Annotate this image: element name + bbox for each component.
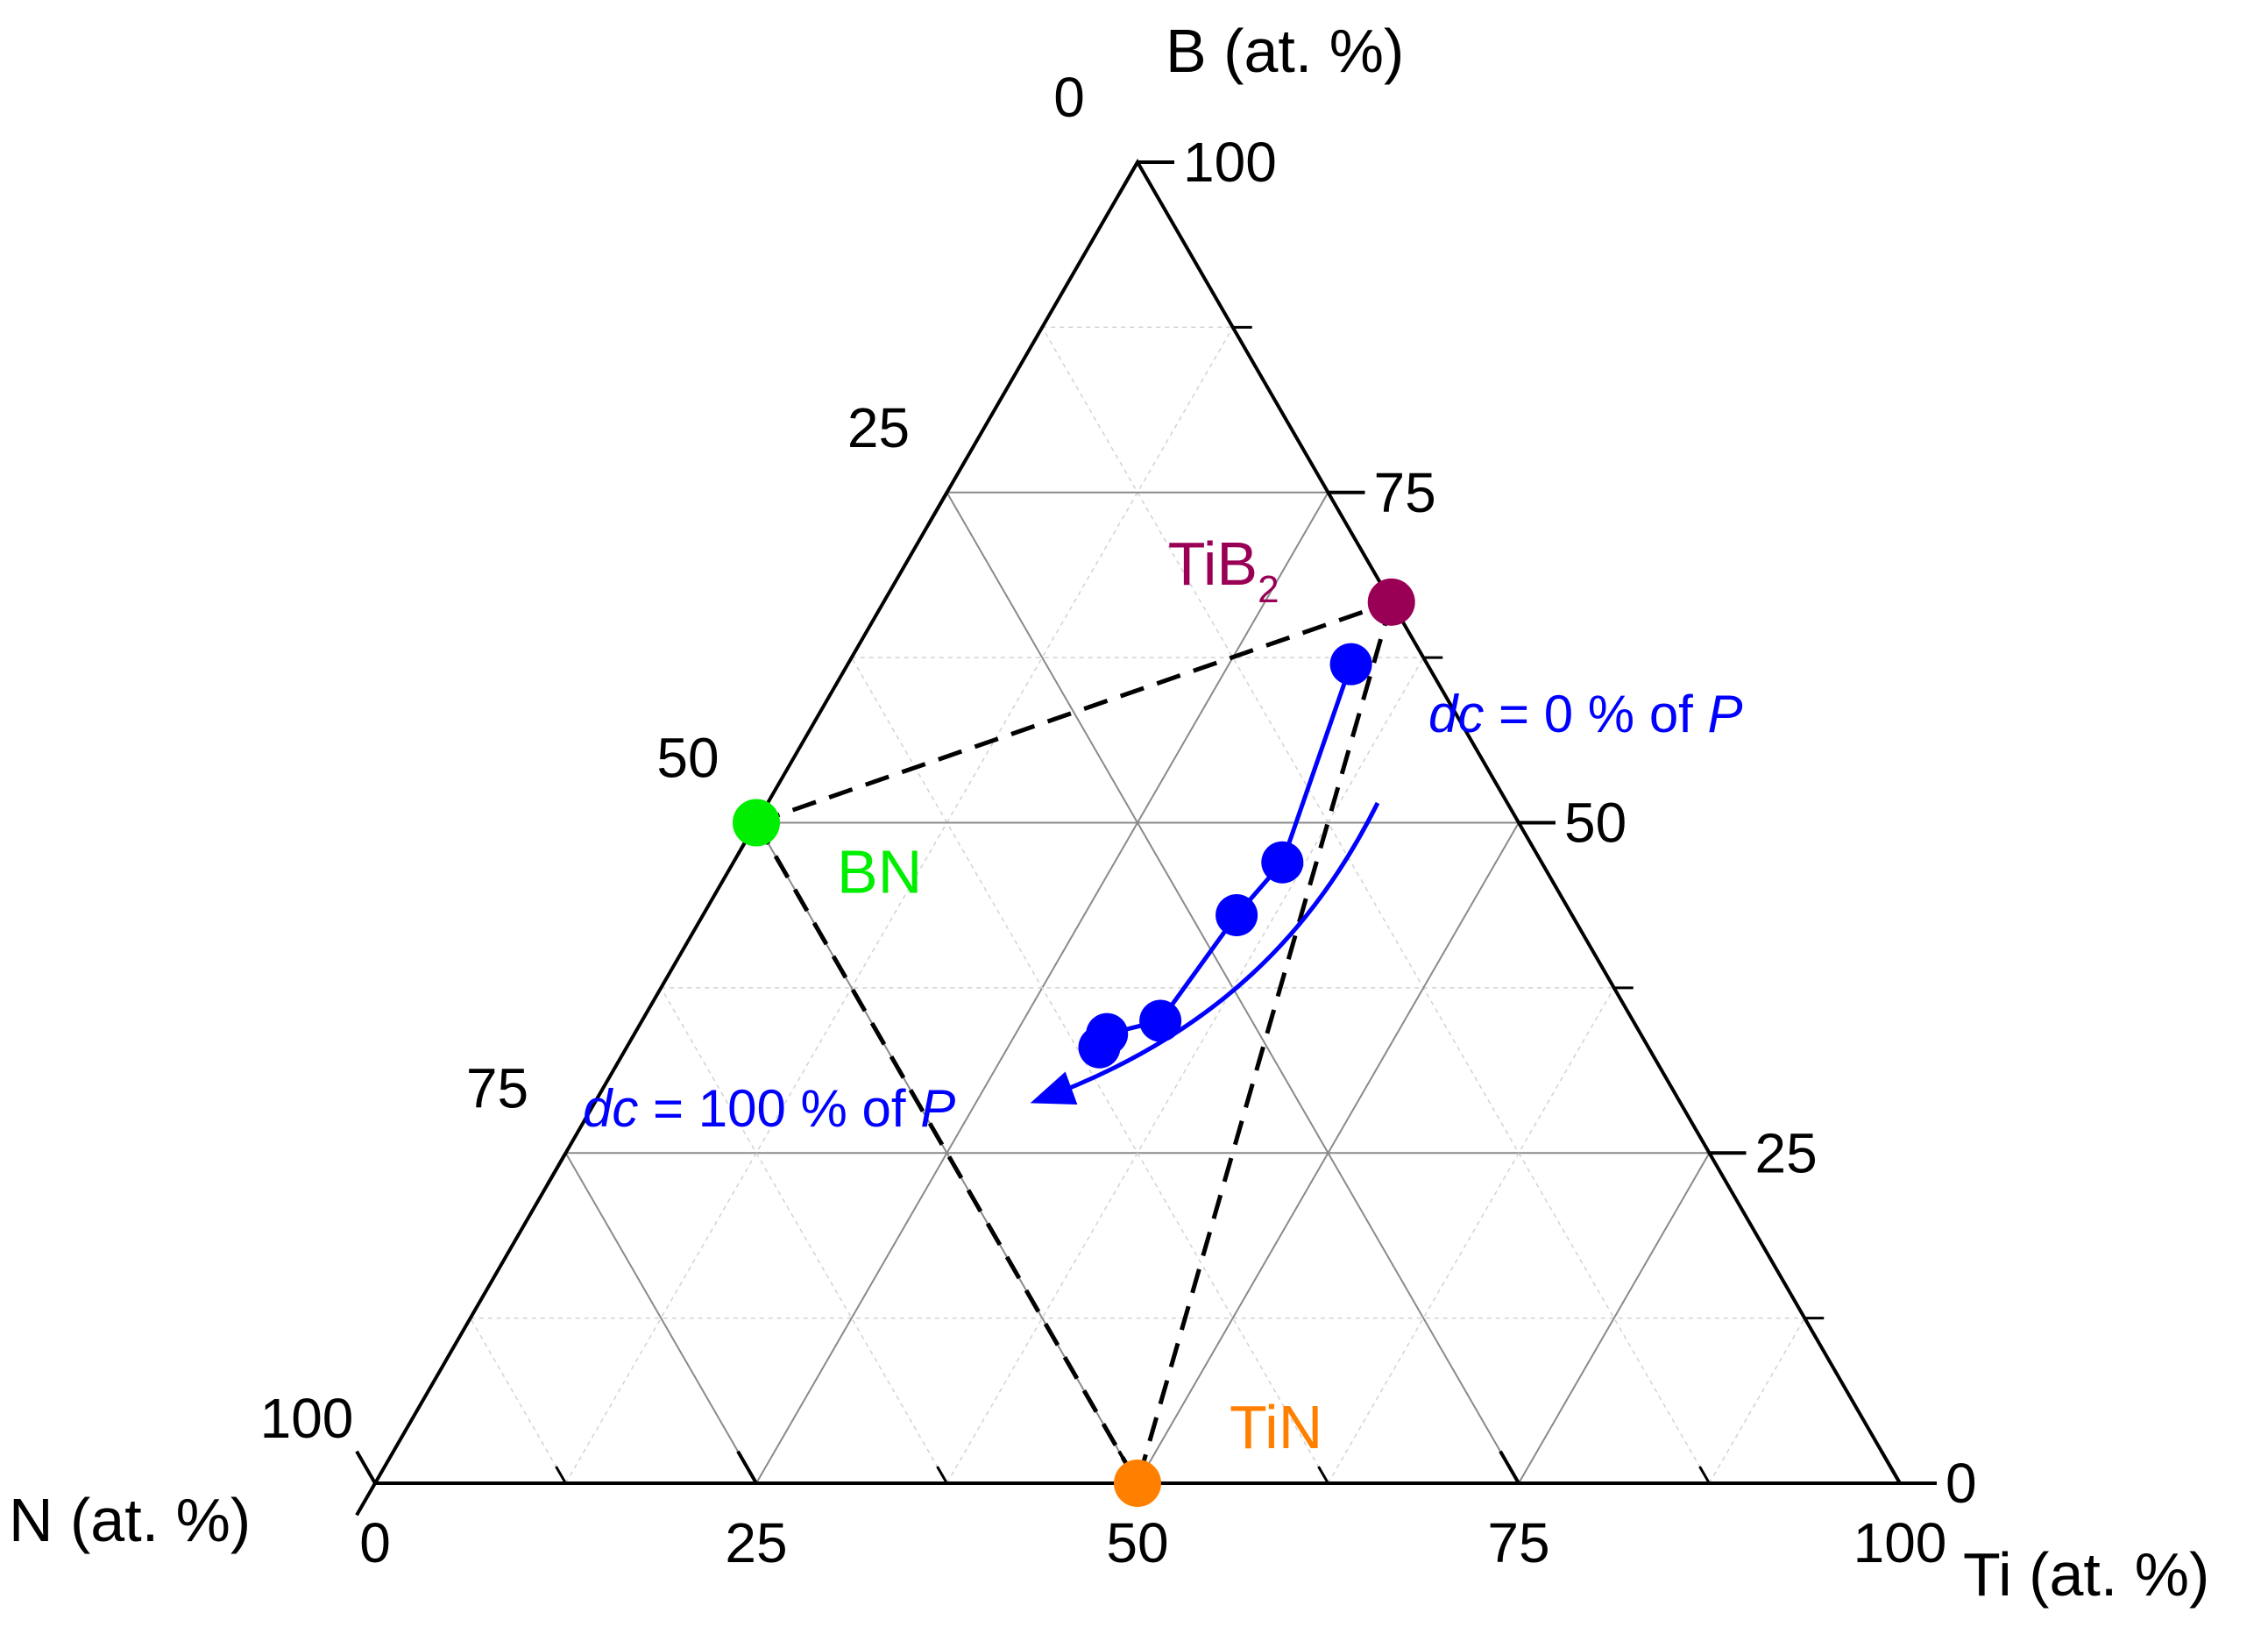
data-point <box>1261 841 1304 884</box>
tick-n <box>355 1481 377 1517</box>
minor-tick-n <box>840 657 854 675</box>
tick-ti <box>1499 1450 1520 1485</box>
tick-n <box>1117 160 1139 195</box>
tick-label-ti: 0 <box>359 1511 391 1574</box>
dc-arrow <box>1030 801 1380 1105</box>
minor-tick-ti <box>1317 1466 1329 1484</box>
tick-label-ti: 25 <box>725 1511 787 1574</box>
tick-label-n: 100 <box>260 1387 354 1450</box>
data-series <box>1078 643 1372 1069</box>
axis-title-b: B (at. %) <box>1166 17 1404 85</box>
phase-marker-tin <box>1114 1460 1161 1507</box>
tick-label-b: 0 <box>1946 1452 1977 1515</box>
minor-tick-ti <box>1698 1466 1711 1484</box>
axis-title-n: N (at. %) <box>9 1486 251 1554</box>
tick-label-n: 0 <box>1053 66 1085 129</box>
tick-label-ti: 100 <box>1853 1511 1947 1574</box>
data-point <box>1078 1026 1121 1069</box>
phase-label-tib2: TiB2 <box>1168 529 1279 611</box>
minor-tick-ti <box>555 1466 567 1484</box>
annotation-italic: dc <box>1428 685 1484 743</box>
grid-line-ti <box>1518 1152 1711 1484</box>
data-point <box>1216 893 1258 936</box>
phase-label-bn: BN <box>837 838 922 906</box>
annotations: dc = 0 % of Pdc = 100 % of P <box>583 685 1743 1138</box>
grid-line-n <box>1041 327 1711 1484</box>
tick-ti <box>355 1450 377 1485</box>
annotation-dc-0: dc = 0 % of P <box>1428 685 1743 743</box>
annotation-text: = 0 % of <box>1484 685 1707 743</box>
tick-n <box>545 1152 568 1186</box>
tick-label-b: 25 <box>1755 1121 1818 1184</box>
phase-marker-tib2 <box>1367 578 1415 626</box>
annotation-italic: dc <box>583 1079 638 1138</box>
tick-label-n: 50 <box>656 727 719 790</box>
annotation-italic: P <box>1708 685 1743 743</box>
annotation-dc-100: dc = 100 % of P <box>583 1079 955 1138</box>
data-point <box>1139 999 1182 1042</box>
grid-line-ti <box>1137 822 1520 1484</box>
phase-points: BN TiB2 TiN <box>733 529 1415 1507</box>
minor-tick-ti <box>936 1466 948 1484</box>
grid-line-n <box>851 657 1329 1484</box>
tie-line <box>1135 601 1394 1484</box>
minor-tick-n <box>1031 326 1044 345</box>
grid <box>470 326 1805 1484</box>
tick-label-b: 75 <box>1374 461 1436 524</box>
tick-ti <box>1880 1450 1902 1485</box>
data-point <box>1329 643 1372 686</box>
series-line <box>1097 663 1353 1048</box>
grid-line-ti <box>1327 987 1615 1484</box>
axis-title-ti: Ti (at. %) <box>1963 1540 2209 1609</box>
grid-line-n <box>660 987 948 1484</box>
minor-tick-n <box>649 987 663 1005</box>
grid-line-n <box>470 1318 567 1484</box>
tick-label-n: 75 <box>466 1056 528 1119</box>
phase-label-tin: TiN <box>1230 1393 1322 1461</box>
tie-line <box>755 600 1393 825</box>
tick-ti <box>736 1450 758 1485</box>
grid-line-ti <box>1708 1318 1805 1484</box>
annotation-text: = 100 % of <box>638 1079 920 1138</box>
tick-n <box>926 491 949 526</box>
grid-line-ti <box>564 327 1234 1484</box>
tick-label-ti: 50 <box>1106 1511 1168 1574</box>
tie-lines <box>754 600 1394 1485</box>
grid-line-n <box>564 1152 757 1484</box>
phase-marker-bn <box>733 799 780 847</box>
tie-line <box>754 821 1140 1485</box>
tick-label-n: 25 <box>847 396 910 459</box>
annotation-italic: P <box>920 1079 955 1138</box>
tick-label-ti: 75 <box>1487 1511 1549 1574</box>
grid-line-ti <box>946 657 1424 1484</box>
tick-label-b: 100 <box>1183 131 1277 194</box>
phase-label-subscript: 2 <box>1258 568 1279 611</box>
tick-label-b: 50 <box>1564 792 1627 855</box>
minor-tick-n <box>459 1317 472 1336</box>
